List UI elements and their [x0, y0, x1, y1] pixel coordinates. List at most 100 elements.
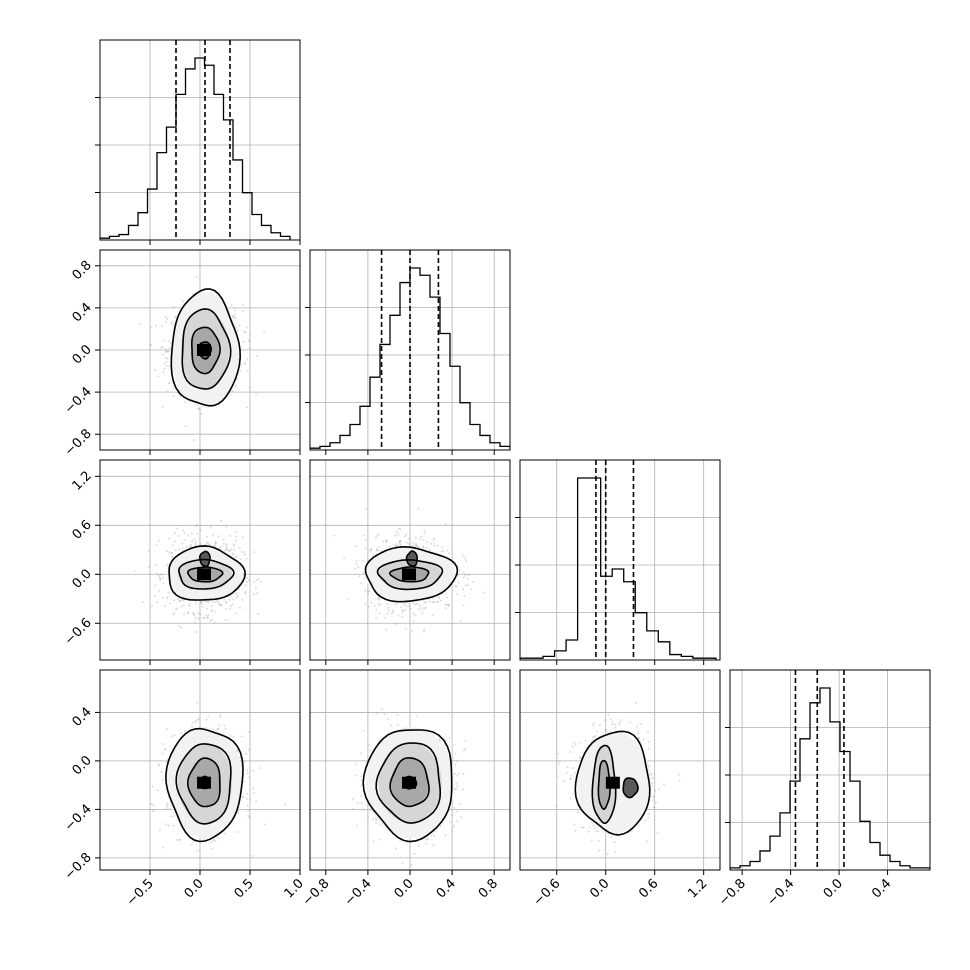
scatter-point	[218, 602, 221, 605]
contour-line-1	[168, 545, 247, 601]
scatter-point	[181, 547, 184, 550]
density-peak	[197, 344, 211, 356]
scatter-point	[360, 801, 363, 804]
scatter-point	[247, 815, 250, 818]
scatter-point	[453, 806, 456, 809]
contour-line-4	[199, 550, 211, 568]
scatter-point	[240, 735, 243, 738]
scatter-point	[398, 542, 401, 545]
scatter-point	[414, 603, 417, 606]
scatter-point	[434, 830, 437, 833]
scatter-point	[357, 566, 360, 569]
contour-line-4	[402, 775, 418, 790]
scatter-point	[397, 527, 400, 530]
scatter-point	[446, 549, 449, 552]
scatter-point	[200, 601, 203, 604]
axes-frame	[519, 459, 721, 661]
scatter-point	[214, 542, 217, 545]
scatter-point	[595, 829, 598, 832]
scatter-point	[217, 535, 220, 538]
scatter-point	[464, 574, 467, 577]
scatter-point	[377, 533, 380, 536]
scatter-point	[358, 575, 361, 578]
scatter-point	[202, 616, 205, 619]
scatter-point	[234, 317, 237, 320]
scatter-point	[192, 538, 195, 541]
scatter-point	[164, 823, 167, 826]
scatter-point	[399, 544, 402, 547]
scatter-point	[225, 525, 228, 528]
scatter-point	[441, 546, 444, 549]
scatter-point	[194, 544, 197, 547]
scatter-point	[392, 609, 395, 612]
scatter-point	[354, 567, 357, 570]
scatter-point	[211, 534, 214, 537]
scatter-point	[424, 606, 427, 609]
scatter-point	[239, 756, 242, 759]
scatter-point	[191, 540, 194, 543]
scatter-point	[618, 721, 621, 724]
scatter-point	[179, 394, 182, 397]
scatter-point	[416, 715, 419, 718]
scatter-point	[248, 340, 251, 343]
scatter-point	[229, 549, 232, 552]
scatter-point	[444, 603, 447, 606]
scatter-point	[223, 724, 226, 727]
scatter-point	[178, 548, 181, 551]
scatter-point	[164, 350, 167, 353]
scatter-point	[377, 603, 380, 606]
scatter-point	[231, 552, 234, 555]
scatter-point	[210, 604, 213, 607]
scatter-point	[360, 784, 363, 787]
scatter-point	[662, 783, 665, 786]
scatter-point	[171, 551, 174, 554]
scatter-point	[207, 542, 210, 545]
scatter-point	[210, 610, 213, 613]
histogram-panel-3	[515, 459, 721, 665]
scatter-point	[157, 375, 160, 378]
scatter-point	[418, 604, 421, 607]
scatter-point	[557, 760, 560, 763]
scatter-point	[424, 601, 427, 604]
scatter-point	[454, 772, 457, 775]
scatter-point	[463, 595, 466, 598]
scatter-point	[415, 543, 418, 546]
scatter-point	[385, 628, 388, 631]
scatter-point	[405, 605, 408, 608]
scatter-point	[168, 537, 171, 540]
scatter-point	[367, 743, 370, 746]
scatter-point	[431, 597, 434, 600]
scatter-point	[372, 817, 375, 820]
scatter-point	[375, 712, 378, 715]
scatter-point	[456, 760, 459, 763]
scatter-point	[456, 774, 459, 777]
scatter-point	[375, 822, 378, 825]
scatter-point	[211, 840, 214, 843]
scatter-point	[370, 547, 373, 550]
scatter-point	[432, 539, 435, 542]
scatter-point	[157, 574, 160, 577]
scatter-point	[209, 620, 212, 623]
scatter-point	[374, 536, 377, 539]
scatter-point	[423, 607, 426, 610]
scatter-point	[168, 381, 171, 384]
scatter-point	[196, 719, 199, 722]
scatter-point	[361, 560, 364, 563]
scatter-point	[193, 613, 196, 616]
scatter-panel-1-2	[95, 249, 301, 455]
scatter-point	[244, 584, 247, 587]
histogram-steps	[100, 57, 291, 240]
scatter-point	[394, 847, 397, 850]
scatter-point	[362, 534, 365, 537]
histogram-panel-4	[725, 669, 931, 875]
scatter-point	[413, 852, 416, 855]
scatter-point	[646, 730, 649, 733]
scatter-point	[154, 594, 157, 597]
scatter-point	[235, 535, 238, 538]
histogram-panel-1	[95, 39, 301, 245]
scatter-point	[196, 701, 199, 704]
scatter-point	[234, 384, 237, 387]
scatter-point	[383, 713, 386, 716]
scatter-point	[397, 614, 400, 617]
scatter-point	[242, 795, 245, 798]
